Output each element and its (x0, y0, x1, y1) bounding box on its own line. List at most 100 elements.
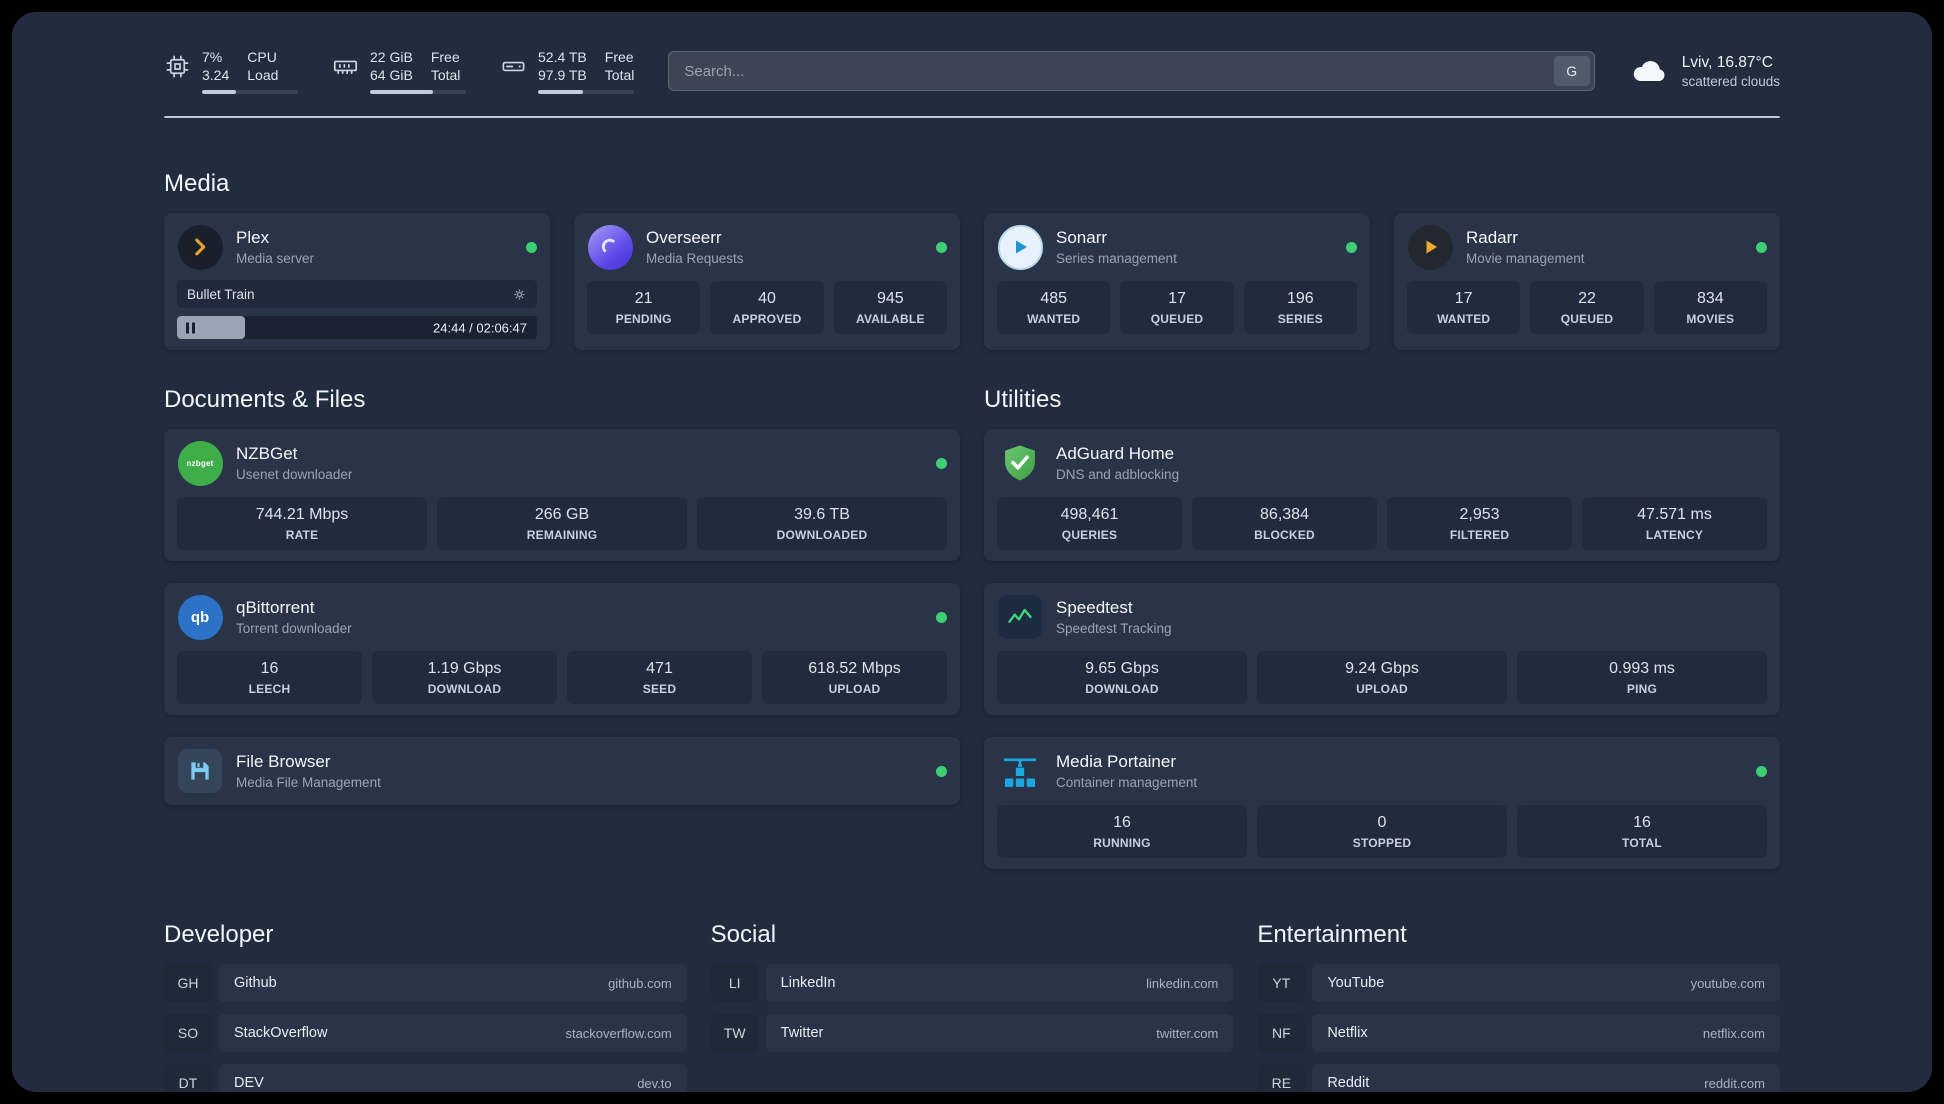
stat-box: 471 SEED (567, 651, 752, 705)
sonarr-subtitle: Series management (1056, 251, 1177, 267)
stat-box: 618.52 Mbps UPLOAD (762, 651, 947, 705)
sonarr-icon (997, 224, 1043, 270)
card-adguard[interactable]: AdGuard Home DNS and adblocking 498,461 Q… (984, 429, 1780, 562)
card-filebrowser[interactable]: File Browser Media File Management (164, 737, 960, 806)
filebrowser-titles: File Browser Media File Management (236, 752, 381, 790)
memory-label-bottom: Total (430, 67, 461, 84)
overseerr-stats: 21 PENDING 40 APPROVED 945 AVAILABLE (587, 281, 947, 335)
radarr-name: Radarr (1466, 228, 1518, 248)
bookmark-stackoverflow[interactable]: SO StackOverflow stackoverflow.com (164, 1014, 687, 1053)
disk-icon (502, 61, 525, 71)
portainer-subtitle: Container management (1056, 775, 1198, 791)
section-title-media: Media (164, 170, 230, 198)
bookmark-reddit[interactable]: RE Reddit reddit.com (1257, 1064, 1780, 1092)
search-input[interactable] (668, 51, 1595, 92)
bookmark-abbr: LI (710, 964, 759, 1003)
weather-widget: Lviv, 16.87°C scattered clouds (1629, 51, 1780, 91)
search-provider-button[interactable]: G (1553, 56, 1590, 87)
stat-box: 47.571 ms LATENCY (1582, 497, 1767, 551)
card-plex[interactable]: Plex Media server Bullet Train 24:44 / 0… (164, 213, 550, 351)
adguard-icon (997, 440, 1043, 486)
stat-box: 196 SERIES (1243, 281, 1357, 335)
portainer-status-dot (1756, 765, 1767, 777)
disk-monitor: 52.4 TB 97.9 TB Free Total (500, 48, 635, 95)
bookmark-linkedin[interactable]: LI LinkedIn linkedin.com (710, 964, 1234, 1003)
stat-box: 266 GB REMAINING (437, 497, 687, 551)
cpu-labels: CPU Load (247, 48, 278, 84)
memory-monitor-main: 22 GiB 64 GiB Free Total (332, 48, 466, 84)
disk-labels: Free Total (605, 48, 635, 84)
adguard-stats: 498,461 QUERIES 86,384 BLOCKED 2,953 FILTER… (997, 497, 1767, 551)
card-plex-header: Plex Media server (177, 224, 537, 270)
bookmark-netflix[interactable]: NF Netflix netflix.com (1257, 1014, 1780, 1053)
gear-icon[interactable] (512, 287, 527, 302)
plex-name: Plex (236, 228, 270, 248)
qbittorrent-stats: 16 LEECH 1.19 Gbps DOWNLOAD 471 SEED 618.52… (177, 651, 947, 705)
bookmark-bar: Twitter twitter.com (765, 1014, 1234, 1053)
portainer-titles: Media Portainer Container management (1056, 752, 1197, 790)
bookmark-abbr: NF (1257, 1014, 1306, 1053)
disk-values: 52.4 TB 97.9 TB Free Total (538, 48, 634, 84)
speedtest-subtitle: Speedtest Tracking (1056, 621, 1172, 637)
speedtest-icon (997, 594, 1043, 640)
bookmark-group-entertainment: Entertainment YT YouTube youtube.com NF … (1257, 921, 1780, 1092)
section-title-social: Social (710, 921, 777, 949)
card-filebrowser-header: File Browser Media File Management (177, 748, 947, 794)
bookmark-dev[interactable]: DT DEV dev.to (164, 1064, 687, 1092)
memory-monitor: 22 GiB 64 GiB Free Total (332, 48, 466, 95)
cpu-bar (202, 90, 298, 95)
disk-bar-fill (538, 90, 584, 95)
section-title-documents: Documents & Files (164, 386, 366, 414)
stat-box: 0.993 ms PING (1517, 651, 1767, 705)
pause-icon[interactable] (186, 322, 195, 334)
stat-box: 86,384 BLOCKED (1192, 497, 1377, 551)
portainer-name: Media Portainer (1056, 752, 1177, 772)
section-title-utilities: Utilities (984, 386, 1062, 414)
bookmark-bar: DEV dev.to (219, 1064, 687, 1092)
card-sonarr[interactable]: Sonarr Series management 485 WANTED 17 QUE… (984, 213, 1370, 351)
card-radarr[interactable]: Radarr Movie management 17 WANTED 22 QUEUE… (1394, 213, 1780, 351)
stat-box: 16 TOTAL (1517, 805, 1767, 859)
card-overseerr[interactable]: Overseerr Media Requests 21 PENDING 40 APP… (574, 213, 960, 351)
qbittorrent-subtitle: Torrent downloader (236, 621, 352, 637)
bookmark-github[interactable]: GH Github github.com (164, 964, 687, 1003)
stat-box: 744.21 Mbps RATE (177, 497, 427, 551)
card-speedtest[interactable]: Speedtest Speedtest Tracking 9.65 Gbps DO… (984, 583, 1780, 716)
disk-monitor-main: 52.4 TB 97.9 TB Free Total (500, 48, 634, 84)
filebrowser-status-dot (936, 765, 947, 777)
header-divider (164, 116, 1780, 119)
stat-box: 17 WANTED (1407, 281, 1521, 335)
disk-free: 52.4 TB (538, 49, 587, 65)
nzbget-icon: nzbget (177, 440, 223, 486)
bookmark-group-social: Social LI LinkedIn linkedin.com TW Twitt… (710, 921, 1234, 1092)
nzbget-titles: NZBGet Usenet downloader (236, 444, 352, 482)
cpu-label-top: CPU (247, 49, 277, 65)
nzbget-name: NZBGet (236, 444, 298, 464)
card-nzbget[interactable]: nzbget NZBGet Usenet downloader 744.21 M… (164, 429, 960, 562)
radarr-status-dot (1756, 241, 1767, 253)
stat-box: 16 RUNNING (997, 805, 1247, 859)
nzbget-subtitle: Usenet downloader (236, 467, 353, 483)
adguard-titles: AdGuard Home DNS and adblocking (1056, 444, 1179, 482)
cloud-icon (1633, 61, 1665, 82)
plex-titles: Plex Media server (236, 228, 314, 266)
bookmark-abbr: GH (164, 964, 212, 1003)
plex-progress-bar: 24:44 / 02:06:47 (177, 316, 537, 340)
stat-box: 9.24 Gbps UPLOAD (1257, 651, 1507, 705)
weather-location: Lviv, 16.87°C (1681, 54, 1773, 72)
section-media: Media Plex Media server (164, 170, 1780, 351)
card-portainer[interactable]: Media Portainer Container management 16 R… (984, 737, 1780, 870)
card-qbittorrent[interactable]: qb qBittorrent Torrent downloader 16 LEEC… (164, 583, 960, 716)
stat-box: 945 AVAILABLE (833, 281, 947, 335)
disk-total: 97.9 TB (538, 67, 587, 84)
card-speedtest-header: Speedtest Speedtest Tracking (997, 594, 1767, 640)
memory-label-top: Free (430, 49, 460, 65)
disk-label-top: Free (604, 49, 634, 65)
bookmark-bar: StackOverflow stackoverflow.com (219, 1014, 687, 1053)
bookmark-twitter[interactable]: TW Twitter twitter.com (710, 1014, 1234, 1053)
bookmark-youtube[interactable]: YT YouTube youtube.com (1257, 964, 1780, 1003)
memory-values: 22 GiB 64 GiB Free Total (370, 48, 460, 84)
speedtest-stats: 9.65 Gbps DOWNLOAD 9.24 Gbps UPLOAD 0.993 … (997, 651, 1767, 705)
cpu-values: 7% 3.24 CPU Load (202, 48, 278, 84)
stat-box: 21 PENDING (587, 281, 701, 335)
